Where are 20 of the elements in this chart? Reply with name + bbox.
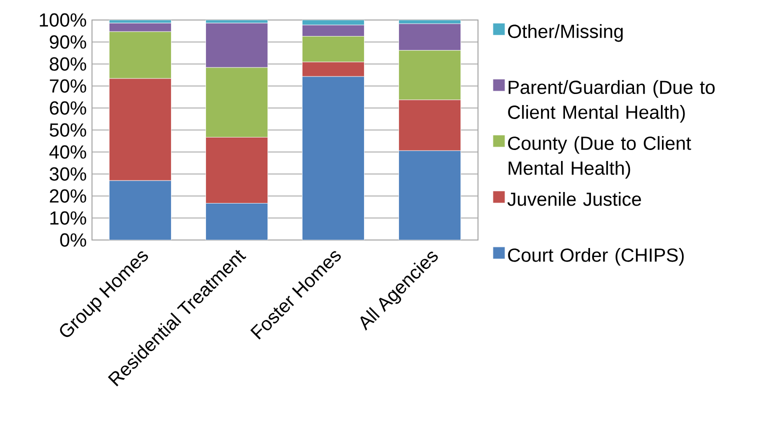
y-tick-label: 80% (50, 57, 86, 71)
legend-label: Court Order (CHIPS) (508, 248, 684, 266)
legend-label: Juvenile Justice (507, 192, 641, 206)
y-tick-label: 70% (50, 79, 86, 93)
legend-label: County (Due to Client Mental Health) (508, 136, 692, 179)
y-tick-label: 50% (50, 123, 86, 137)
legend-label: Other/Missing (508, 24, 623, 42)
y-tick-label: 20% (50, 189, 86, 203)
y-tick-label: 40% (49, 145, 86, 159)
legend-label: Parent/Guardian (Due to Client Mental Health) (508, 80, 715, 123)
y-tick-label: 100% (40, 13, 86, 27)
y-tick-label: 60% (50, 101, 86, 115)
y-tick-label: 10% (50, 211, 86, 225)
y-tick-label: 30% (50, 167, 86, 181)
bar (302, 76, 364, 240)
y-tick-label: 0% (60, 233, 86, 247)
bar (109, 180, 172, 240)
y-tick-label: 90% (50, 35, 86, 49)
bar (206, 203, 268, 240)
bar (398, 150, 461, 240)
